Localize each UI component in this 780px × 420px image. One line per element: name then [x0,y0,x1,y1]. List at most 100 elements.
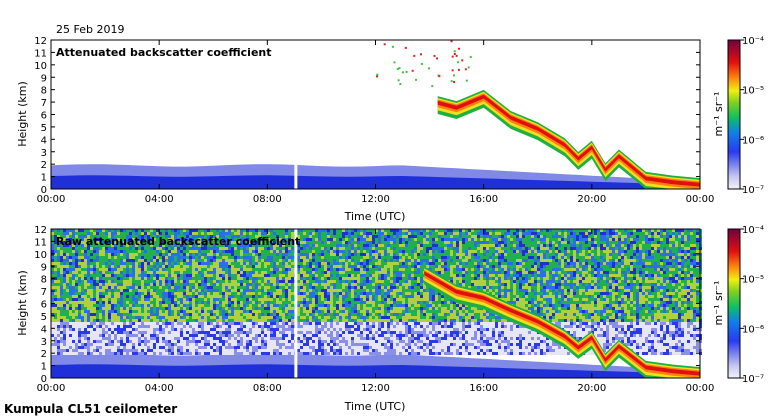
noise-cell [81,280,84,283]
noise-cell [342,325,345,328]
noise-cell [252,304,255,307]
noise-cell [99,334,102,337]
noise-cell [168,340,171,343]
noise-cell [300,256,303,259]
noise-cell [243,268,246,271]
noise-cell [57,289,60,292]
noise-cell [384,271,387,274]
noise-cell [237,235,240,238]
noise-cell [267,310,270,313]
noise-cell [360,295,363,298]
noise-cell [306,238,309,241]
noise-cell [147,259,150,262]
noise-cell [285,253,288,256]
noise-cell [192,301,195,304]
noise-cell [204,292,207,295]
noise-cell [282,238,285,241]
noise-cell [174,328,177,331]
noise-cell [234,298,237,301]
noise-cell [162,265,165,268]
noise-cell [174,274,177,277]
noise-cell [108,301,111,304]
noise-cell [312,325,315,328]
noise-cell [90,295,93,298]
noise-cell [177,250,180,253]
noise-cell [381,328,384,331]
noise-cell [372,259,375,262]
noise-cell [342,319,345,322]
noise-cell [120,343,123,346]
noise-cell [357,328,360,331]
noise-cell [75,340,78,343]
noise-cell [315,289,318,292]
noise-cell [240,313,243,316]
noise-cell [330,280,333,283]
noise-cell [315,265,318,268]
noise-cell [138,244,141,247]
noise-cell [249,286,252,289]
noise-cell [285,229,288,232]
noise-cell [204,343,207,346]
noise-cell [54,310,57,313]
noise-cell [111,286,114,289]
noise-cell [237,289,240,292]
noise-cell [273,316,276,319]
noise-cell [231,238,234,241]
noise-cell [81,283,84,286]
noise-cell [249,316,252,319]
noise-cell [354,298,357,301]
noise-cell [279,265,282,268]
noise-cell [87,268,90,271]
noise-cell [303,313,306,316]
noise-cell [315,241,318,244]
noise-cell [363,274,366,277]
noise-cell [285,340,288,343]
noise-cell [204,283,207,286]
noise-cell [216,349,219,352]
noise-cell [246,283,249,286]
noise-cell [141,334,144,337]
noise-cell [336,289,339,292]
noise-cell [321,316,324,319]
noise-cell [81,244,84,247]
noise-cell [312,277,315,280]
y-tick-label: 4 [41,135,47,146]
noise-cell [177,259,180,262]
noise-cell [390,241,393,244]
noise-cell [252,268,255,271]
noise-cell [99,295,102,298]
noise-cell [60,253,63,256]
noise-cell [222,328,225,331]
noise-cell [141,271,144,274]
noise-cell [396,319,399,322]
noise-cell [309,262,312,265]
noise-cell [231,250,234,253]
noise-cell [96,349,99,352]
noise-cell [78,301,81,304]
noise-cell [171,349,174,352]
noise-cell [174,313,177,316]
noise-cell [54,298,57,301]
noise-cell [384,295,387,298]
noise-cell [258,346,261,349]
noise-cell [282,307,285,310]
noise-cell [300,349,303,352]
noise-cell [387,349,390,352]
noise-cell [234,277,237,280]
noise-cell [108,328,111,331]
noise-cell [57,298,60,301]
noise-cell [150,229,153,232]
noise-cell [54,253,57,256]
noise-cell [270,352,273,355]
noise-cell [87,277,90,280]
noise-cell [165,280,168,283]
noise-cell [387,253,390,256]
noise-cell [72,328,75,331]
noise-cell [393,331,396,334]
y-tick-label: 5 [41,123,47,134]
noise-cell [99,331,102,334]
noise-cell [312,319,315,322]
noise-cell [246,280,249,283]
noise-cell [207,337,210,340]
noise-cell [363,301,366,304]
